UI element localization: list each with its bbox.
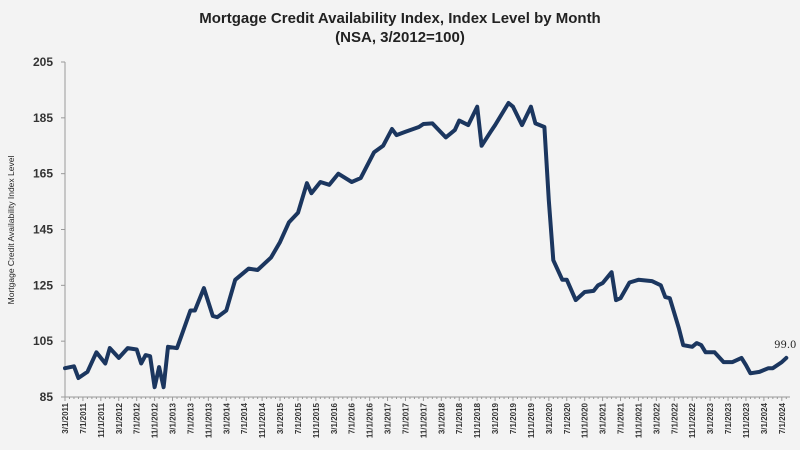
x-tick-label: 7/1/2011 [79,402,88,433]
x-tick-label: 7/1/2016 [348,402,357,434]
x-tick-label: 7/1/2021 [617,402,626,434]
x-tick-label: 3/1/2015 [276,402,285,434]
x-tick-label: 7/1/2014 [240,402,249,434]
x-tick-label: 7/1/2013 [186,402,195,434]
chart-title: Mortgage Credit Availability Index, Inde… [199,10,601,27]
x-tick-label: 3/1/2023 [706,402,715,434]
y-axis-label: Mortgage Credit Availability Index Level [6,156,16,305]
y-tick-label: 205 [33,55,53,69]
x-tick-label: 3/1/2017 [384,402,393,434]
x-tick-label: 3/1/2012 [115,402,124,434]
x-tick-label: 11/1/2016 [366,402,375,438]
x-tick-label: 11/1/2013 [204,402,213,438]
x-tick-label: 7/1/2019 [509,402,518,434]
y-tick-label: 145 [33,223,53,237]
x-tick-label: 3/1/2014 [222,402,231,434]
y-tick-label: 185 [33,111,53,125]
x-tick-label: 11/1/2020 [581,402,590,438]
x-tick-label: 11/1/2023 [742,402,751,438]
x-tick-label: 11/1/2021 [634,402,643,438]
series-line-mcai [63,101,789,390]
x-tick-label: 11/1/2019 [527,402,536,438]
y-tick-label: 165 [33,167,53,181]
x-tick-label: 11/1/2017 [419,402,428,438]
x-tick-label: 11/1/2011 [97,402,106,437]
x-tick-label: 7/1/2015 [294,402,303,434]
x-tick-label: 11/1/2018 [473,402,482,438]
x-tick-label: 11/1/2015 [312,402,321,438]
x-tick-label: 3/1/2019 [491,402,500,434]
x-tick-label: 3/1/2013 [169,402,178,434]
x-tick-label: 3/1/2021 [599,402,608,434]
y-tick-label: 105 [33,334,53,348]
data-label-last-value: 99.0 [774,340,796,351]
x-tick-label: 7/1/2024 [778,402,787,434]
x-tick-label: 3/1/2022 [652,402,661,434]
x-tick-label: 3/1/2020 [545,402,554,434]
chart-subtitle: (NSA, 3/2012=100) [335,29,465,46]
x-tick-label: 3/1/2018 [437,402,446,434]
x-tick-label: 7/1/2018 [455,402,464,434]
y-tick-label: 125 [33,278,53,292]
x-tick-label: 7/1/2022 [670,402,679,434]
x-tick-label: 7/1/2017 [401,402,410,434]
x-tick-label: 11/1/2014 [258,402,267,438]
x-tick-label: 7/1/2012 [133,402,142,434]
x-tick-label: 11/1/2022 [688,402,697,438]
x-tick-label: 11/1/2012 [151,402,160,438]
x-tick-label: 3/1/2011 [61,402,70,433]
y-tick-label: 85 [40,390,54,404]
x-tick-label: 7/1/2020 [563,402,572,434]
x-tick-label: 3/1/2024 [760,402,769,434]
x-tick-label: 3/1/2016 [330,402,339,434]
x-tick-label: 7/1/2023 [724,402,733,434]
